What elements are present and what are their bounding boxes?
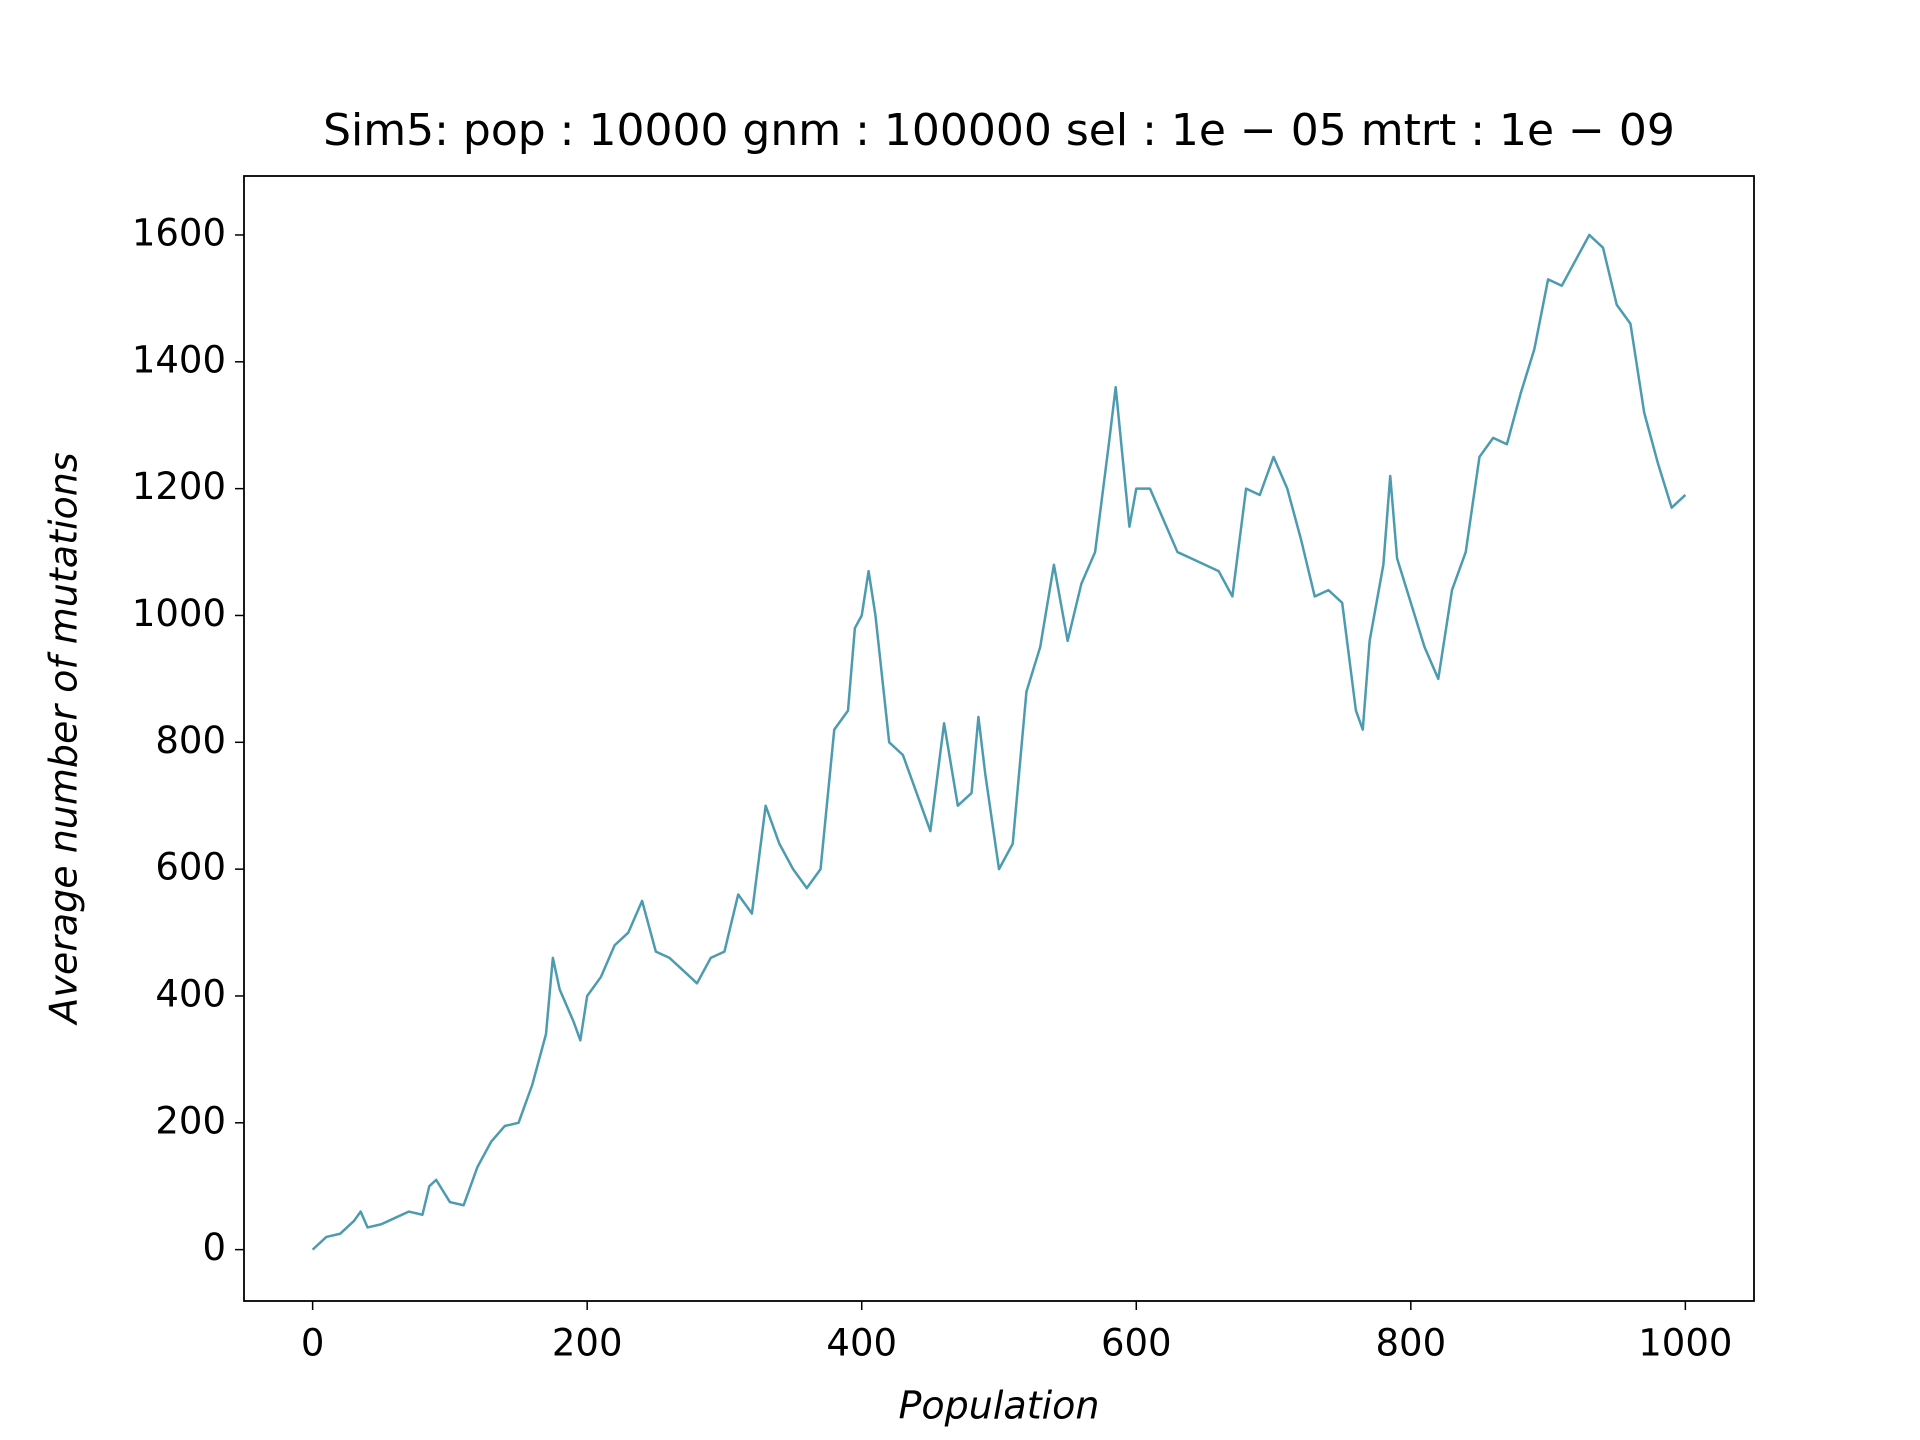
y-tick-label: 200 [155, 1099, 226, 1142]
x-tick-label: 800 [1376, 1322, 1447, 1365]
y-tick-label: 1600 [132, 211, 226, 254]
plot-frame [243, 175, 1755, 1302]
x-tick-label: 1000 [1638, 1322, 1732, 1365]
y-axis-label: Average number of mutations [42, 452, 86, 1026]
data-line [311, 233, 1687, 1251]
x-tick-label: 0 [301, 1322, 325, 1365]
y-tick-label: 1000 [132, 592, 226, 635]
y-tick-label: 0 [202, 1226, 226, 1269]
y-tick-label: 1400 [132, 338, 226, 381]
x-axis-label: Population [898, 1384, 1099, 1428]
x-tick-label: 600 [1101, 1322, 1172, 1365]
y-tick-label: 600 [155, 846, 226, 889]
x-tick-label: 200 [552, 1322, 623, 1365]
y-tick-label: 1200 [132, 465, 226, 508]
chart-title: Sim5: pop : 10000 gnm : 100000 sel : 1e … [323, 105, 1675, 156]
x-tick-label: 400 [826, 1322, 897, 1365]
y-tick-label: 400 [155, 972, 226, 1015]
y-tick-label: 800 [155, 719, 226, 762]
